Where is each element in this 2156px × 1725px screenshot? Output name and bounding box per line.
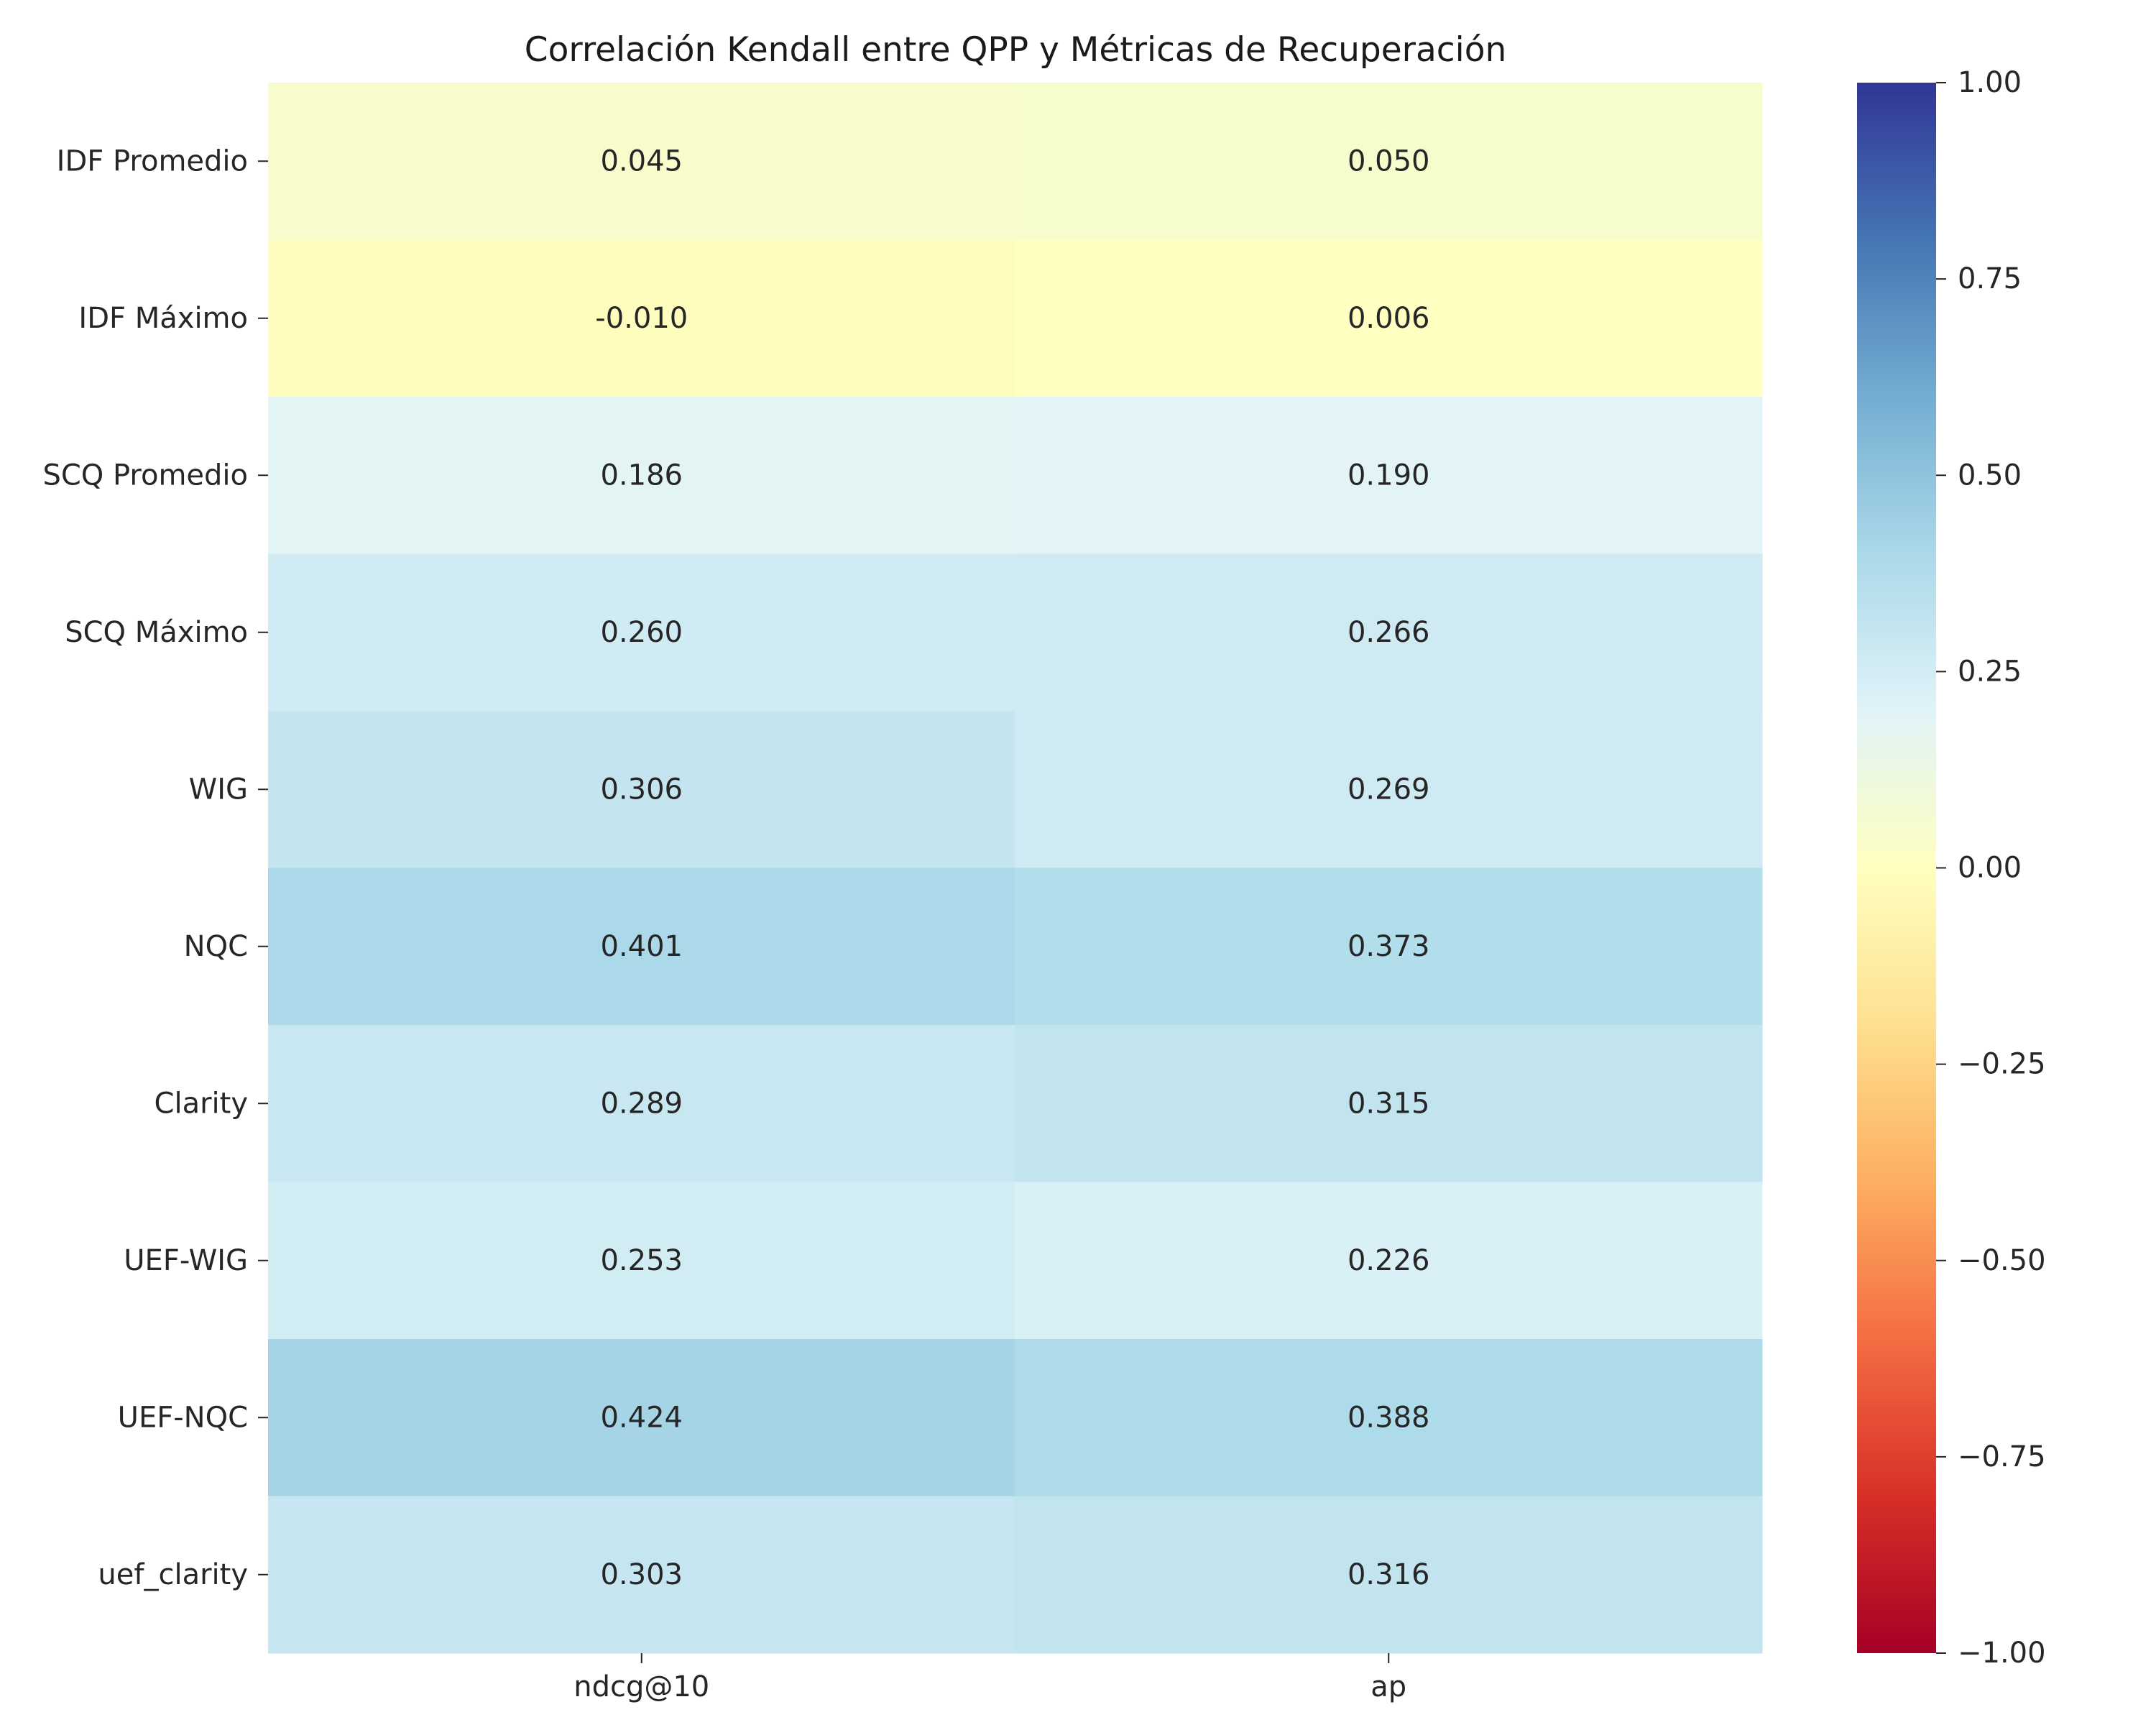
colorbar-tick-label: −0.75 xyxy=(1958,1440,2046,1473)
colorbar-tick-label: −1.00 xyxy=(1958,1637,2046,1670)
y-tick-label: NQC xyxy=(184,930,248,963)
heatmap-cell xyxy=(1015,1339,1763,1496)
chart-title: Correlación Kendall entre QPP y Métricas… xyxy=(525,30,1507,70)
heatmap-cell xyxy=(1015,239,1763,397)
y-tick-label: SCQ Máximo xyxy=(65,616,248,649)
cell-value-label: 0.303 xyxy=(600,1558,683,1591)
y-tick-label: UEF-NQC xyxy=(118,1401,248,1434)
y-tick-label: UEF-WIG xyxy=(124,1244,248,1277)
y-tick-label: IDF Máximo xyxy=(78,302,248,335)
colorbar: 1.00 0.75 0.50 0.25 0.00 −0.25 −0.50 −0.75 −1.00 xyxy=(1857,66,2046,1670)
heatmap-cell xyxy=(1015,553,1763,712)
heatmap-cell xyxy=(268,1496,1015,1654)
cell-value-label: 0.269 xyxy=(1348,773,1430,806)
heatmap-cell xyxy=(1015,397,1763,554)
heatmap-cell xyxy=(1015,868,1763,1026)
heatmap-cell xyxy=(1015,1496,1763,1654)
heatmap-cell xyxy=(1015,83,1763,240)
y-tick-label: Clarity xyxy=(155,1087,248,1120)
heatmap-cell xyxy=(1015,1182,1763,1340)
colorbar-gradient xyxy=(1857,83,1936,1653)
heatmap-cell xyxy=(1015,711,1763,868)
cell-value-label: 0.373 xyxy=(1348,930,1430,963)
cell-value-label: 0.050 xyxy=(1348,144,1430,178)
cell-value-label: 0.306 xyxy=(600,773,683,806)
cell-value-label: 0.045 xyxy=(600,144,683,178)
y-tick-label: IDF Promedio xyxy=(57,144,248,178)
heatmap-cell xyxy=(268,1025,1015,1182)
heatmap-cells xyxy=(268,83,1763,1654)
heatmap-cell xyxy=(268,83,1015,240)
x-tick-label: ap xyxy=(1370,1670,1406,1703)
cell-value-label: 0.401 xyxy=(600,930,683,963)
colorbar-tick-label: 0.50 xyxy=(1958,459,2022,492)
cell-value-label: 0.190 xyxy=(1348,459,1430,492)
colorbar-tick-label: −0.50 xyxy=(1958,1244,2046,1277)
cell-value-label: 0.289 xyxy=(600,1087,683,1120)
colorbar-tick-label: 0.00 xyxy=(1958,852,2022,885)
y-axis: IDF Promedio IDF Máximo SCQ Promedio SCQ Má… xyxy=(42,144,268,1591)
y-tick-label: SCQ Promedio xyxy=(42,459,248,492)
heatmap-cell xyxy=(268,397,1015,554)
colorbar-tick-label: −0.25 xyxy=(1958,1048,2046,1081)
cell-value-label: 0.186 xyxy=(600,459,683,492)
cell-value-label: -0.010 xyxy=(595,302,688,335)
x-tick-label: ndcg@10 xyxy=(573,1670,709,1703)
cell-value-label: 0.316 xyxy=(1348,1558,1430,1591)
colorbar-tick-label: 1.00 xyxy=(1958,66,2022,99)
heatmap-cell xyxy=(1015,1025,1763,1182)
cell-value-label: 0.388 xyxy=(1348,1401,1430,1434)
cell-value-labels: 0.045 0.050 -0.010 0.006 0.186 0.190 0.260 0.26… xyxy=(595,144,1429,1591)
heatmap-cell xyxy=(268,1339,1015,1496)
colorbar-tick-label: 0.25 xyxy=(1958,655,2022,688)
colorbar-tick-label: 0.75 xyxy=(1958,262,2022,295)
y-tick-label: uef_clarity xyxy=(98,1558,248,1591)
y-tick-label: WIG xyxy=(189,773,248,806)
cell-value-label: 0.253 xyxy=(600,1244,683,1277)
cell-value-label: 0.260 xyxy=(600,616,683,649)
heatmap-cell xyxy=(268,711,1015,868)
cell-value-label: 0.226 xyxy=(1348,1244,1430,1277)
heatmap-cell xyxy=(268,553,1015,712)
heatmap-cell xyxy=(268,868,1015,1026)
cell-value-label: 0.315 xyxy=(1348,1087,1430,1120)
heatmap-cell xyxy=(268,239,1015,397)
cell-value-label: 0.266 xyxy=(1348,616,1430,649)
cell-value-label: 0.006 xyxy=(1348,302,1430,335)
cell-value-label: 0.424 xyxy=(600,1401,683,1434)
heatmap-cell xyxy=(268,1182,1015,1340)
x-axis: ndcg@10 ap xyxy=(573,1653,1406,1703)
